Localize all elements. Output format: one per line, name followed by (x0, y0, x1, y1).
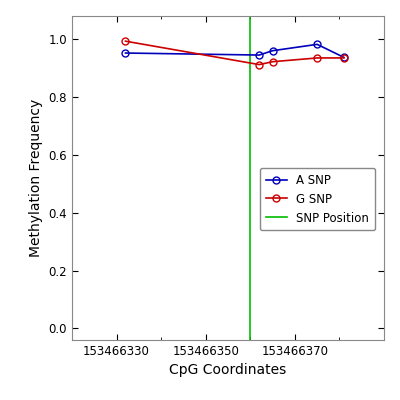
X-axis label: CpG Coordinates: CpG Coordinates (169, 364, 287, 378)
Y-axis label: Methylation Frequency: Methylation Frequency (29, 99, 43, 257)
Legend: A SNP, G SNP, SNP Position: A SNP, G SNP, SNP Position (260, 168, 375, 230)
